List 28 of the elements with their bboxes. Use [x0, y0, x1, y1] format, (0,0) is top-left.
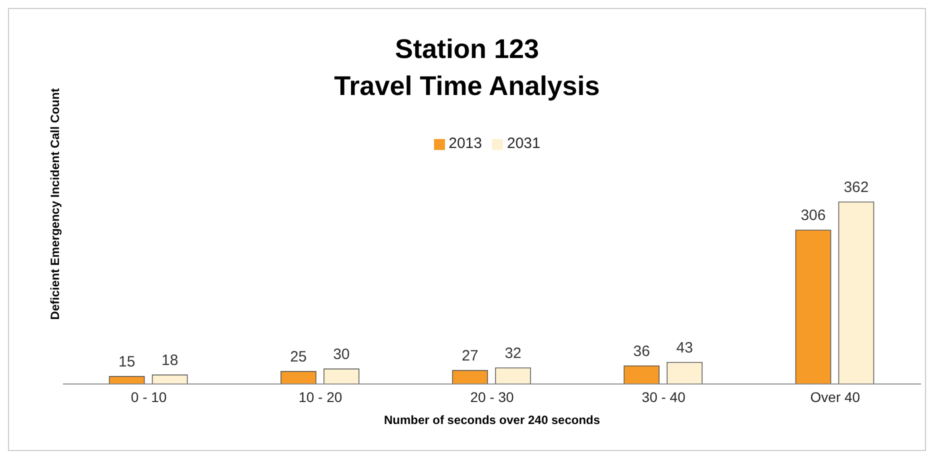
bar	[624, 366, 660, 384]
x-tick-label: 10 - 20	[298, 388, 342, 405]
bar	[152, 374, 188, 384]
data-label: 18	[161, 352, 178, 369]
bar	[280, 371, 316, 384]
data-label: 25	[290, 348, 307, 366]
data-label: 362	[844, 179, 869, 196]
bar	[452, 370, 488, 384]
x-tick-label: 0 - 10	[130, 388, 167, 405]
legend-label: 2031	[507, 135, 540, 152]
data-label: 32	[504, 344, 522, 362]
bar	[666, 362, 703, 384]
y-axis-title: Deficient Emergency Incident Call Count	[48, 88, 62, 320]
legend-label: 2013	[448, 135, 482, 152]
data-label: 43	[676, 339, 693, 356]
data-label: 30	[333, 346, 350, 363]
bar	[795, 230, 832, 384]
x-axis-title: Number of seconds over 240 seconds	[384, 413, 600, 427]
x-tick-label: 20 - 30	[470, 388, 514, 405]
bar	[324, 368, 360, 384]
bar	[838, 202, 874, 384]
data-label: 306	[800, 207, 826, 224]
data-label: 36	[633, 342, 650, 360]
data-label: 15	[118, 353, 136, 370]
bar	[495, 368, 531, 384]
x-tick-label: 30 - 40	[642, 388, 686, 405]
data-label: 27	[462, 347, 478, 364]
x-tick-label: Over 40	[810, 388, 860, 405]
